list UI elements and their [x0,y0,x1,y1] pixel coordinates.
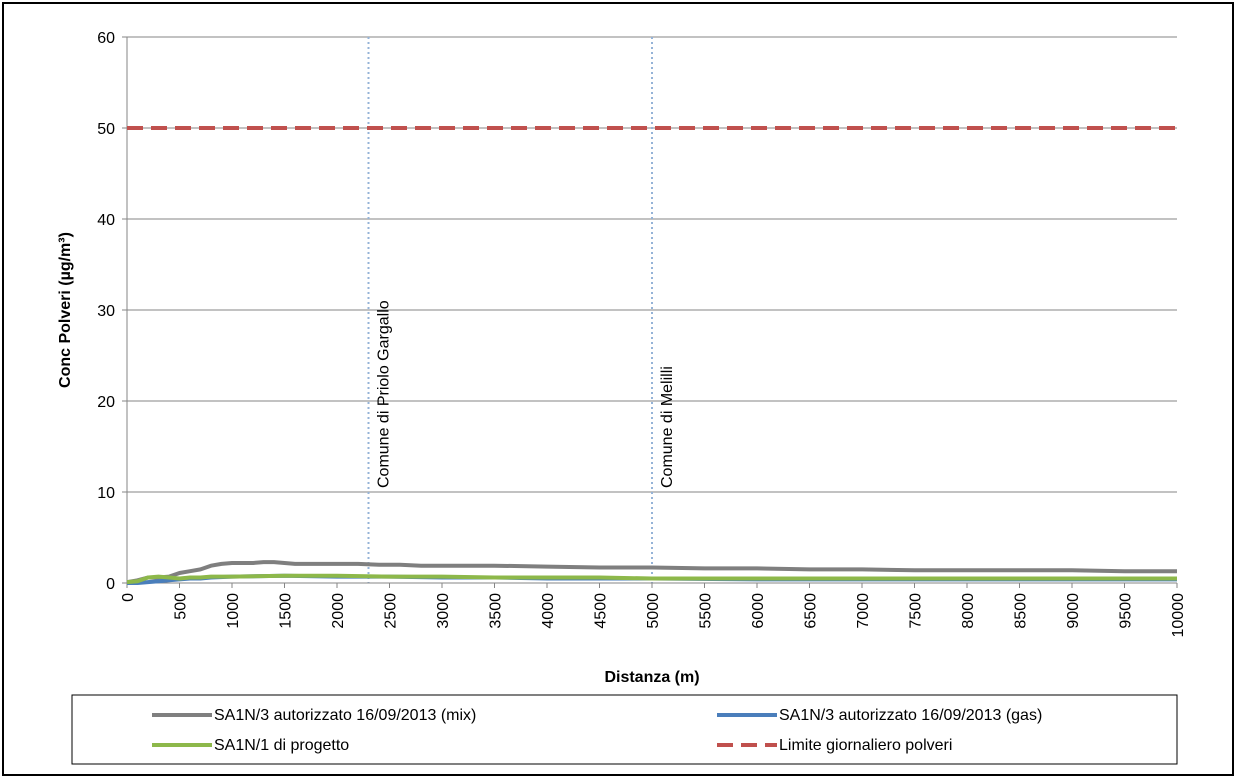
y-tick-label-3: 30 [97,303,115,320]
x-tick-label-13: 6500 [803,593,820,629]
x-tick-label-8: 4000 [540,593,557,629]
y-axis-title: Conc Polveri (µg/m³) [57,232,74,388]
vertical-line-label-0: Comune di Priolo Gargallo [376,300,393,488]
x-tick-label-19: 9500 [1118,593,1135,629]
x-tick-label-10: 5000 [645,593,662,629]
y-tick-label-4: 40 [97,212,115,229]
x-tick-labels: 0 500 1000 1500 2000 2500 3000 3500 4000 4500 5000… [120,593,1187,638]
y-tick-labels: 0 10 20 30 40 50 60 [97,30,115,593]
series-lines [126,126,1177,585]
x-tick-label-7: 3500 [488,593,505,629]
y-tick-label-2: 20 [97,394,115,411]
series-line-0 [126,560,1177,585]
x-tick-label-17: 8500 [1013,593,1030,629]
y-tick-label-6: 60 [97,30,115,47]
legend-label-0: SA1N/3 autorizzato 16/09/2013 (mix) [214,707,476,724]
legend-label-1: SA1N/3 autorizzato 16/09/2013 (gas) [779,707,1042,724]
legend-box [71,694,1178,765]
x-tick-label-16: 8000 [960,593,977,629]
x-tick-label-0: 0 [120,593,137,602]
vertical-markers: Comune di Priolo Gargallo Comune di Melil… [367,37,676,583]
y-tick-label-5: 50 [97,121,115,138]
vertical-line-label-1: Comune di Melilli [659,366,676,488]
x-tick-label-1: 500 [173,593,190,620]
x-axis-title: Distanza (m) [604,669,699,686]
x-tick-label-9: 4500 [593,593,610,629]
legend-label-3: Limite giornaliero polveri [779,737,952,754]
y-tick-label-1: 10 [97,485,115,502]
x-tick-label-5: 2500 [383,593,400,629]
x-tick-label-20: 10000 [1170,593,1187,638]
x-tick-label-12: 6000 [750,593,767,629]
x-tick-label-6: 3000 [435,593,452,629]
x-tick-label-3: 1500 [278,593,295,629]
legend-label-2: SA1N/1 di progetto [214,737,349,754]
x-tick-label-18: 9000 [1065,593,1082,629]
series-line-2 [126,573,1177,585]
x-tick-label-2: 1000 [225,593,242,629]
x-tick-label-14: 7000 [855,593,872,629]
legend: SA1N/3 autorizzato 16/09/2013 (mix) SA1N/… [71,694,1178,765]
x-tick-label-4: 2000 [330,593,347,629]
x-tick-label-15: 7500 [908,593,925,629]
axes [122,36,1178,588]
y-tick-label-0: 0 [106,576,115,593]
x-tick-label-11: 5500 [698,593,715,629]
